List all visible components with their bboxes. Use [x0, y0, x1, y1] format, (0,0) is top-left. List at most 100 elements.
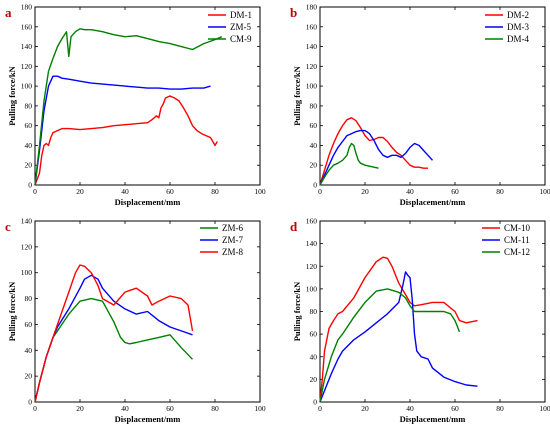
- y-tick-label: 140: [306, 42, 318, 51]
- y-tick-label: 140: [306, 239, 318, 248]
- y-tick-label: 120: [306, 62, 318, 71]
- y-tick-label: 60: [25, 121, 33, 130]
- y-tick-label: 0: [28, 181, 32, 190]
- chart-panel-a: 0 20 40 60 80 100 0 20 40 60 80 100 120 140 160 180 Disp…: [5, 3, 266, 208]
- chart-panel-b: 0 20 40 60 80 100 0 20 40 60 80 100 120 140 160 180 Disp…: [290, 3, 550, 208]
- y-tick-label: 40: [310, 352, 318, 361]
- x-tick-label: 0: [318, 404, 322, 413]
- y-tick-label: 40: [310, 141, 318, 150]
- y-tick-label: 40: [25, 141, 33, 150]
- series-line-DM-3: [319, 129, 434, 186]
- x-tick-label: 60: [166, 187, 174, 196]
- panel-letter: d: [290, 219, 298, 234]
- y-tick-label: 0: [313, 398, 317, 407]
- y-tick-label: 120: [21, 242, 33, 251]
- chart-panel-d: 0 20 40 60 80 100 0 20 40 60 80 100 120 140 160 Displac…: [290, 217, 550, 425]
- y-tick-label: 80: [310, 307, 318, 316]
- y-tick-label: 140: [21, 42, 33, 51]
- legend-entry: ZM-8: [222, 247, 243, 257]
- legend-entry: CM-10: [504, 223, 531, 233]
- x-tick-label: 0: [33, 187, 37, 196]
- x-tick-label: 100: [539, 404, 550, 413]
- legend-entry: CM-9: [230, 34, 252, 44]
- series-line-CM-10: [319, 256, 478, 403]
- y-tick-label: 120: [306, 262, 318, 271]
- y-tick-label: 60: [25, 320, 33, 329]
- legend-entry: ZM-7: [222, 235, 243, 245]
- y-tick-label: 80: [25, 101, 33, 110]
- y-tick-label: 20: [25, 161, 33, 170]
- y-tick-label: 60: [310, 121, 318, 130]
- x-tick-label: 0: [318, 187, 322, 196]
- x-tick-label: 80: [211, 187, 219, 196]
- series-line-ZM-5: [34, 75, 211, 186]
- y-tick-label: 100: [21, 82, 33, 91]
- y-axis-title: Pulling force/kN: [292, 281, 302, 341]
- x-tick-label: 60: [451, 187, 459, 196]
- x-tick-label: 20: [361, 187, 369, 196]
- series-line-CM-11: [319, 271, 478, 403]
- x-tick-label: 60: [451, 404, 459, 413]
- plot-frame: [34, 6, 261, 186]
- plot-frame: [34, 220, 261, 403]
- x-tick-label: 40: [121, 187, 129, 196]
- series-line-DM-4: [319, 142, 379, 186]
- legend-entry: DM-1: [230, 10, 252, 20]
- series-line-DM-1: [34, 95, 218, 186]
- legend-entry: CM-12: [504, 247, 530, 257]
- x-tick-label: 20: [76, 404, 84, 413]
- y-tick-label: 160: [306, 22, 318, 31]
- y-tick-label: 160: [21, 22, 33, 31]
- x-tick-label: 80: [211, 404, 219, 413]
- y-tick-label: 60: [310, 330, 318, 339]
- legend-entry: ZM-5: [230, 22, 251, 32]
- y-tick-label: 120: [21, 62, 33, 71]
- x-tick-label: 100: [254, 404, 266, 413]
- x-axis-title: Displacement/mm: [115, 414, 181, 424]
- x-tick-label: 100: [254, 187, 266, 196]
- plot-frame: [319, 6, 546, 186]
- x-tick-label: 60: [166, 404, 174, 413]
- y-tick-label: 20: [310, 375, 318, 384]
- x-tick-label: 80: [496, 404, 504, 413]
- legend-entry: DM-4: [507, 34, 529, 44]
- panel-letter: b: [290, 5, 297, 20]
- y-axis-title: Pulling force/kN: [7, 281, 17, 341]
- x-axis-title: Displacement/mm: [115, 197, 181, 207]
- y-tick-label: 100: [306, 82, 318, 91]
- x-tick-label: 0: [33, 404, 37, 413]
- legend-entry: DM-2: [507, 10, 529, 20]
- y-tick-label: 80: [310, 101, 318, 110]
- y-tick-label: 80: [25, 294, 33, 303]
- y-tick-label: 0: [28, 398, 32, 407]
- x-tick-label: 20: [361, 404, 369, 413]
- series-line-ZM-7: [34, 274, 193, 403]
- y-tick-label: 40: [25, 346, 33, 355]
- y-tick-label: 20: [25, 372, 33, 381]
- x-tick-label: 80: [496, 187, 504, 196]
- y-tick-label: 160: [306, 217, 318, 226]
- series-line-CM-9: [34, 28, 223, 186]
- y-tick-label: 140: [21, 217, 33, 226]
- y-tick-label: 180: [21, 3, 33, 12]
- legend-entry: CM-11: [504, 235, 530, 245]
- x-tick-label: 40: [121, 404, 129, 413]
- x-axis-title: Displacement/mm: [400, 414, 466, 424]
- legend-entry: ZM-6: [222, 223, 243, 233]
- x-tick-label: 40: [406, 404, 414, 413]
- y-tick-label: 0: [313, 181, 317, 190]
- y-tick-label: 100: [306, 284, 318, 293]
- y-tick-label: 20: [310, 161, 318, 170]
- panel-letter: c: [5, 219, 11, 234]
- x-tick-label: 20: [76, 187, 84, 196]
- series-line-ZM-8: [34, 264, 194, 403]
- x-tick-label: 100: [539, 187, 550, 196]
- series-line-CM-12: [319, 288, 461, 403]
- panel-letter: a: [5, 5, 12, 20]
- y-axis-title: Pulling force/kN: [292, 65, 302, 125]
- x-axis-title: Displacement/mm: [400, 197, 466, 207]
- y-tick-label: 100: [21, 268, 33, 277]
- x-tick-label: 40: [406, 187, 414, 196]
